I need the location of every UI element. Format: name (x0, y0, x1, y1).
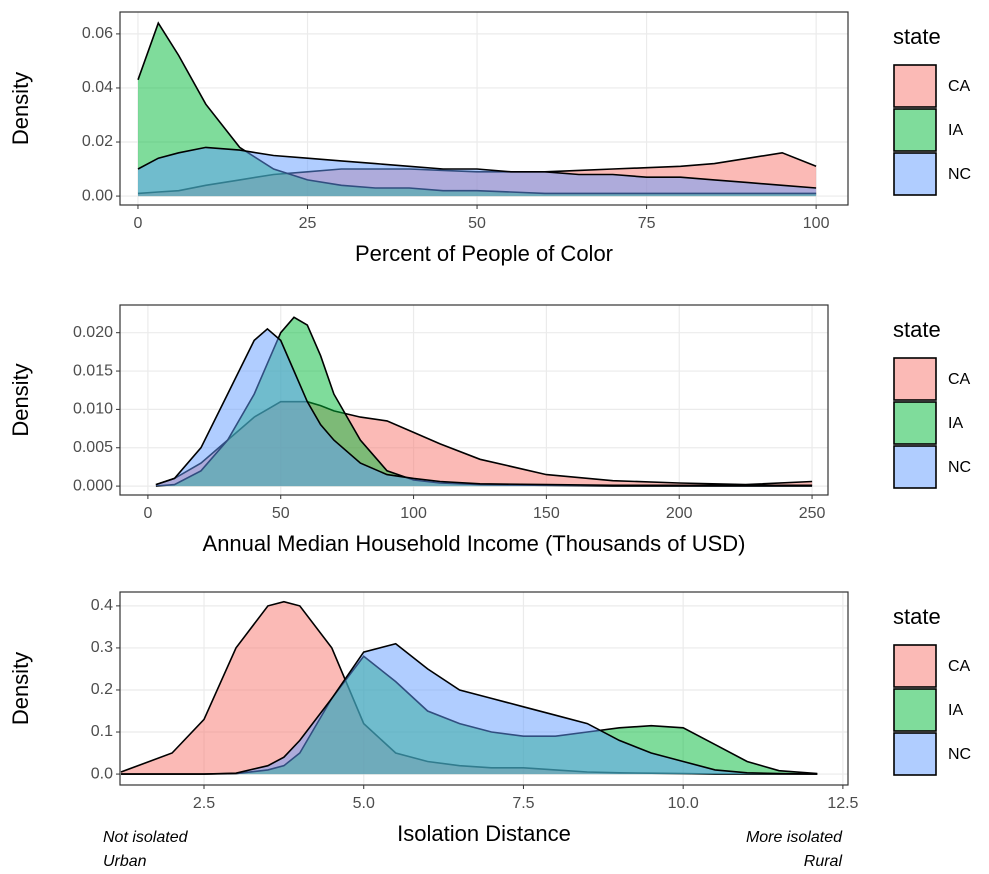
legend-swatch (893, 401, 937, 445)
x-axis-title: Annual Median Household Income (Thousand… (203, 531, 746, 556)
x-tick-label: 5.0 (353, 795, 375, 812)
y-tick-label: 0.020 (73, 324, 113, 341)
annotation: Rural (804, 853, 843, 870)
density-outline (155, 327, 813, 487)
density-outline (137, 146, 817, 189)
annotation: Urban (103, 853, 147, 870)
legend-swatch (893, 644, 937, 688)
legend-label: CA (948, 371, 971, 388)
y-tick-label: 0.3 (91, 639, 113, 656)
density-area (155, 328, 813, 487)
x-axis-title: Percent of People of Color (355, 241, 613, 266)
plot-border (119, 11, 849, 206)
x-tick-label: 25 (299, 215, 317, 232)
x-axis-title: Isolation Distance (397, 821, 571, 846)
x-tick-label: 50 (272, 505, 290, 522)
density-area (121, 656, 818, 775)
density-area (121, 601, 818, 775)
x-tick-label: 2.5 (193, 795, 215, 812)
x-tick-label: 0 (143, 505, 152, 522)
legend-label: CA (948, 78, 971, 95)
x-tick-label: 200 (666, 505, 693, 522)
y-tick-label: 0.010 (73, 401, 113, 418)
y-tick-label: 0.04 (82, 79, 113, 96)
legend-label: IA (948, 702, 963, 719)
plot-border (119, 591, 849, 786)
x-tick-label: 100 (400, 505, 427, 522)
legend-label: CA (948, 658, 971, 675)
annotation: More isolated (746, 829, 843, 846)
x-tick-label: 250 (799, 505, 826, 522)
legend-title: state (893, 317, 941, 342)
legend-swatch (893, 357, 937, 401)
legend-title: state (893, 604, 941, 629)
x-tick-label: 150 (533, 505, 560, 522)
legend-label: NC (948, 166, 971, 183)
density-area (138, 147, 817, 197)
x-tick-label: 10.0 (668, 795, 699, 812)
y-tick-label: 0.06 (82, 25, 113, 42)
legend-swatch (893, 64, 937, 108)
y-tick-label: 0.00 (82, 187, 113, 204)
legend-label: NC (948, 746, 971, 763)
y-tick-label: 0.015 (73, 362, 113, 379)
x-tick-label: 7.5 (512, 795, 534, 812)
legend-swatch (893, 108, 937, 152)
legend-label: IA (948, 415, 963, 432)
y-tick-label: 0.005 (73, 439, 113, 456)
legend-swatch (893, 732, 937, 776)
y-tick-label: 0.2 (91, 681, 113, 698)
legend-swatch (893, 688, 937, 732)
y-tick-label: 0.1 (91, 723, 113, 740)
legend-label: NC (948, 459, 971, 476)
density-area (121, 643, 818, 775)
x-tick-label: 12.5 (827, 795, 858, 812)
x-tick-label: 0 (134, 215, 143, 232)
legend-swatch (893, 445, 937, 489)
y-tick-label: 0.02 (82, 133, 113, 150)
x-tick-label: 100 (803, 215, 830, 232)
legend-swatch (893, 152, 937, 196)
y-tick-label: 0.000 (73, 477, 113, 494)
x-tick-label: 50 (468, 215, 486, 232)
legend-title: state (893, 24, 941, 49)
plot-border (119, 304, 829, 496)
y-tick-label: 0.4 (91, 597, 113, 614)
x-tick-label: 75 (638, 215, 656, 232)
density-outline (121, 642, 818, 775)
y-tick-label: 0.0 (91, 765, 113, 782)
legend-label: IA (948, 122, 963, 139)
annotation: Not isolated (103, 829, 189, 846)
y-axis-title: Density (8, 652, 33, 725)
y-axis-title: Density (8, 363, 33, 436)
y-axis-title: Density (8, 72, 33, 145)
